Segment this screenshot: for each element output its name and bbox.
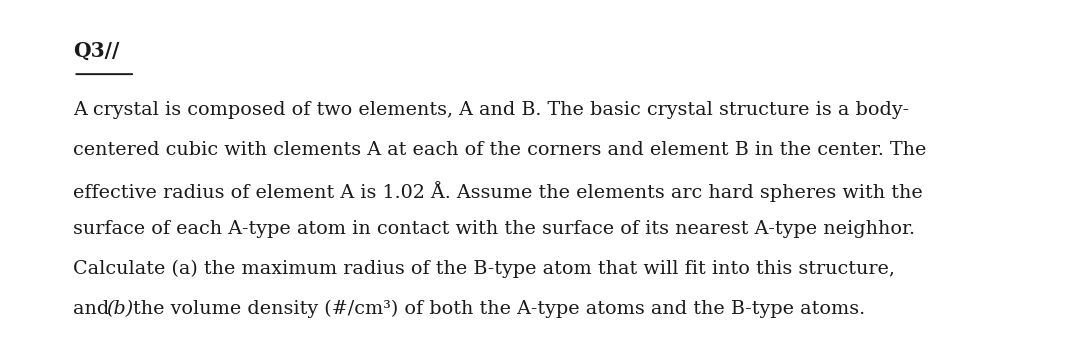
Text: Calculate (a) the maximum radius of the B-type atom that will fit into this stru: Calculate (a) the maximum radius of the … xyxy=(73,260,895,278)
Text: centered cubic with clements A at each of the corners and element B in the cente: centered cubic with clements A at each o… xyxy=(73,141,927,159)
Text: effective radius of element A is 1.02 Å. Assume the elements arc hard spheres wi: effective radius of element A is 1.02 Å.… xyxy=(73,181,923,202)
Text: (b): (b) xyxy=(106,300,133,318)
Text: surface of each A-type atom in contact with the surface of its nearest A-type ne: surface of each A-type atom in contact w… xyxy=(73,220,916,238)
Text: Q3//: Q3// xyxy=(73,40,120,60)
Text: and: and xyxy=(73,300,116,318)
Text: the volume density (#/cm³) of both the A-type atoms and the B-type atoms.: the volume density (#/cm³) of both the A… xyxy=(133,300,865,318)
Text: A crystal is composed of two elements, A and B. The basic crystal structure is a: A crystal is composed of two elements, A… xyxy=(73,101,909,119)
